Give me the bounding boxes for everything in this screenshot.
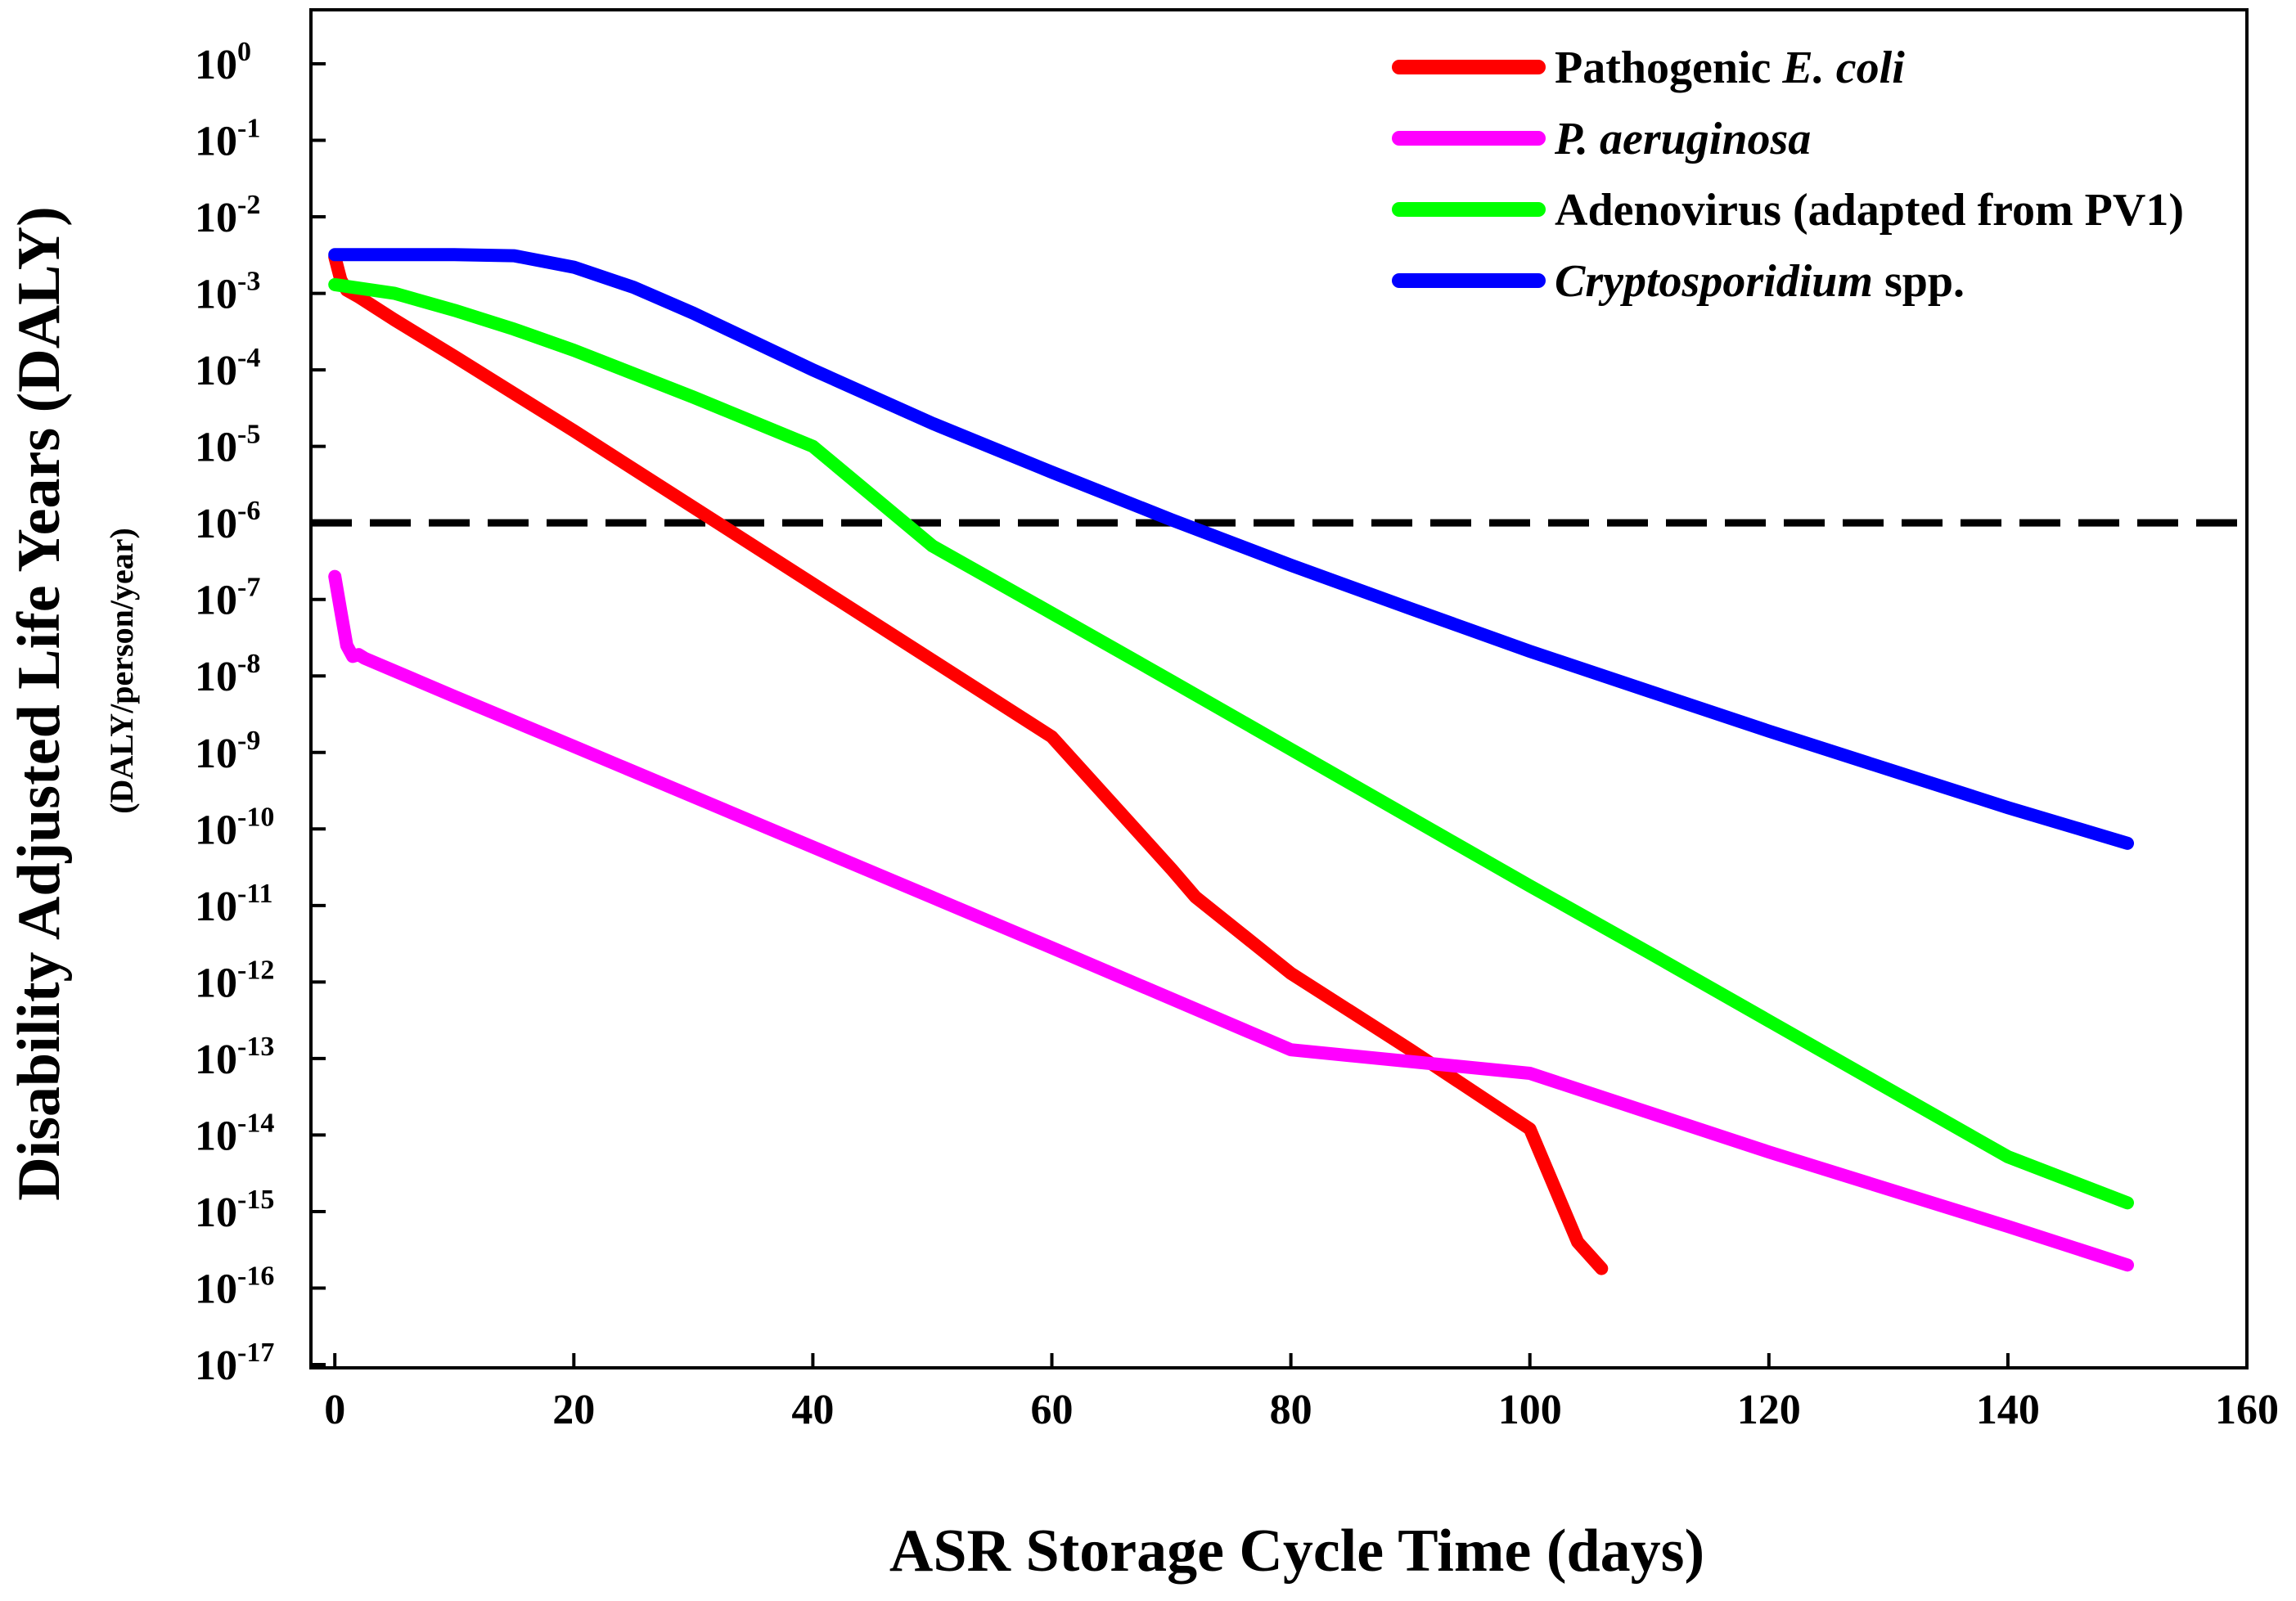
y-tick-label: 10-8	[195, 649, 260, 700]
series-line-1	[328, 250, 1609, 1275]
x-axis-ticks: 0 20 40 60 80 100 120 140 160	[324, 1353, 2279, 1433]
legend-label-4: Cryptosporidium spp.	[1555, 256, 1965, 307]
x-tick-label: 140	[1976, 1387, 2040, 1433]
y-tick-label: 10-5	[195, 420, 260, 471]
y-tick-label: 10-3	[195, 267, 260, 318]
x-tick-label: 60	[1031, 1387, 1074, 1433]
legend: Pathogenic E. coli P. aeruginosa Adenoviru…	[1392, 43, 2184, 307]
y-axis-ticks: 100 10-1 10-2 10-3 10-4 10-5 10-6 10-7 10-8 10-9 1…	[195, 37, 326, 1389]
y-tick-label: 10-17	[195, 1338, 274, 1389]
y-tick-label: 10-7	[195, 573, 260, 624]
legend-label-2: P. aeruginosa	[1554, 114, 1811, 164]
x-tick-label: 120	[1737, 1387, 1801, 1433]
x-tick-label: 80	[1270, 1387, 1312, 1433]
legend-label-1: Pathogenic E. coli	[1555, 43, 1905, 93]
plot-frame	[309, 8, 2249, 1369]
y-tick-label: 10-9	[195, 726, 260, 777]
y-tick-label: 10-4	[195, 343, 260, 394]
series-line-4	[328, 248, 2134, 850]
x-tick-label: 100	[1498, 1387, 1562, 1433]
x-tick-label: 20	[552, 1387, 595, 1433]
series-lines	[328, 248, 2134, 1275]
y-tick-label: 10-15	[195, 1185, 274, 1236]
y-tick-label: 10-10	[195, 802, 274, 853]
y-tick-label: 10-6	[195, 496, 260, 547]
x-tick-label: 0	[324, 1387, 345, 1433]
y-axis-subtitle: (DALY/person/year)	[103, 528, 140, 814]
y-axis-title: Disability Adjusted Life Years (DALY)	[6, 206, 73, 1201]
y-tick-label: 10-13	[195, 1032, 274, 1083]
y-tick-label: 10-1	[195, 114, 260, 165]
y-tick-label: 10-14	[195, 1108, 274, 1159]
series-line-2	[328, 569, 2134, 1272]
series-line-3	[328, 277, 2134, 1210]
y-tick-label: 10-12	[195, 955, 274, 1006]
x-tick-label: 40	[791, 1387, 834, 1433]
x-tick-label: 160	[2215, 1387, 2279, 1433]
y-tick-label: 10-2	[195, 190, 260, 241]
legend-label-3: Adenovirus (adapted from PV1)	[1555, 185, 2184, 236]
y-tick-label: 10-11	[195, 879, 272, 930]
y-tick-label: 100	[195, 37, 251, 88]
y-tick-label: 10-16	[195, 1261, 274, 1312]
x-axis-title: ASR Storage Cycle Time (days)	[889, 1518, 1704, 1585]
